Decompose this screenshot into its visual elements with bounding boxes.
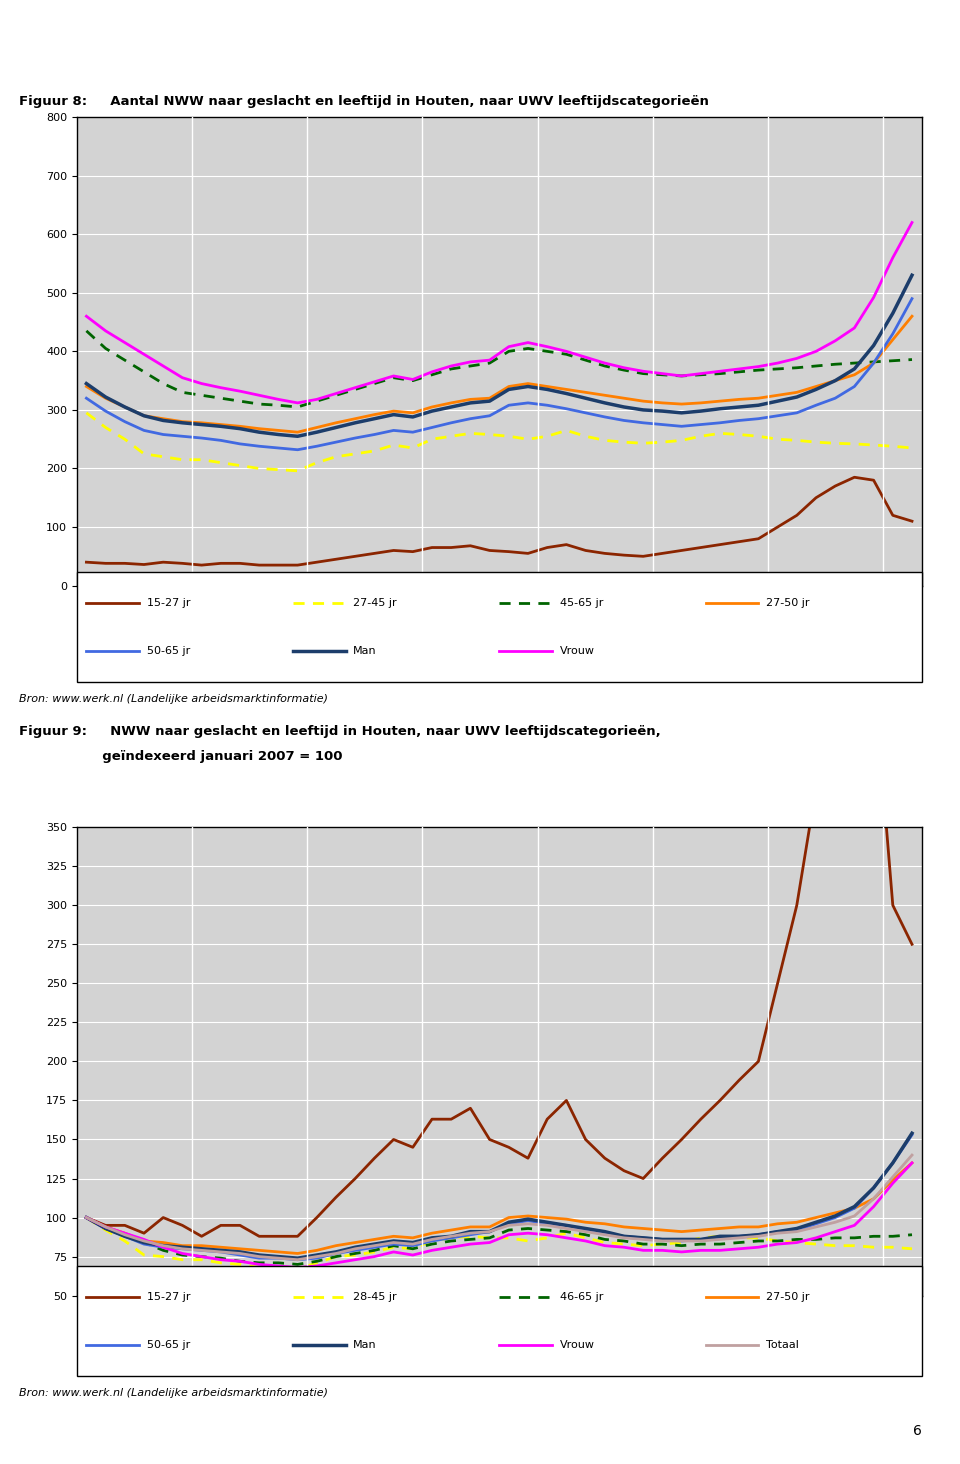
- Text: geïndexeerd januari 2007 = 100: geïndexeerd januari 2007 = 100: [19, 750, 343, 763]
- Text: 2009: 2009: [360, 1303, 389, 1313]
- Text: Man: Man: [353, 1341, 377, 1350]
- Text: 28-45 jr: 28-45 jr: [353, 1293, 396, 1301]
- Text: 2014: 2014: [878, 1303, 907, 1313]
- Text: Totaal: Totaal: [766, 1341, 799, 1350]
- Text: 2013: 2013: [821, 1303, 850, 1313]
- Text: 6: 6: [913, 1423, 922, 1438]
- Text: 27-50 jr: 27-50 jr: [766, 599, 809, 608]
- Text: 45-65 jr: 45-65 jr: [560, 599, 603, 608]
- Text: Man: Man: [353, 647, 377, 656]
- Text: 50-65 jr: 50-65 jr: [147, 1341, 190, 1350]
- Text: Bron: www.werk.nl (Landelijke arbeidsmarktinformatie): Bron: www.werk.nl (Landelijke arbeidsmar…: [19, 1388, 328, 1398]
- Text: 2011: 2011: [590, 590, 619, 600]
- Text: Bron: www.werk.nl (Landelijke arbeidsmarktinformatie): Bron: www.werk.nl (Landelijke arbeidsmar…: [19, 694, 328, 704]
- Text: 2007: 2007: [130, 1303, 158, 1313]
- Text: Figuur 8:     Aantal NWW naar geslacht en leeftijd in Houten, naar UWV leeftijds: Figuur 8: Aantal NWW naar geslacht en le…: [19, 95, 709, 108]
- Text: 15-27 jr: 15-27 jr: [147, 1293, 190, 1301]
- Text: Vrouw: Vrouw: [560, 1341, 594, 1350]
- Text: 27-50 jr: 27-50 jr: [766, 1293, 809, 1301]
- Text: 2013: 2013: [821, 590, 850, 600]
- Text: 2014: 2014: [878, 590, 907, 600]
- Text: 2012: 2012: [706, 590, 734, 600]
- Text: 15-27 jr: 15-27 jr: [147, 599, 190, 608]
- Text: 2009: 2009: [360, 590, 389, 600]
- Text: Figuur 9:     NWW naar geslacht en leeftijd in Houten, naar UWV leeftijdscategor: Figuur 9: NWW naar geslacht en leeftijd …: [19, 725, 660, 738]
- Text: 50-65 jr: 50-65 jr: [147, 647, 190, 656]
- Text: 2008: 2008: [245, 1303, 274, 1313]
- Text: 2010: 2010: [475, 1303, 504, 1313]
- Text: 46-65 jr: 46-65 jr: [560, 1293, 603, 1301]
- Text: 2008: 2008: [245, 590, 274, 600]
- Text: 2007: 2007: [130, 590, 158, 600]
- Text: 2011: 2011: [590, 1303, 619, 1313]
- Text: Vrouw: Vrouw: [560, 647, 594, 656]
- Text: 2010: 2010: [475, 590, 504, 600]
- Text: 27-45 jr: 27-45 jr: [353, 599, 396, 608]
- Text: 2012: 2012: [706, 1303, 734, 1313]
